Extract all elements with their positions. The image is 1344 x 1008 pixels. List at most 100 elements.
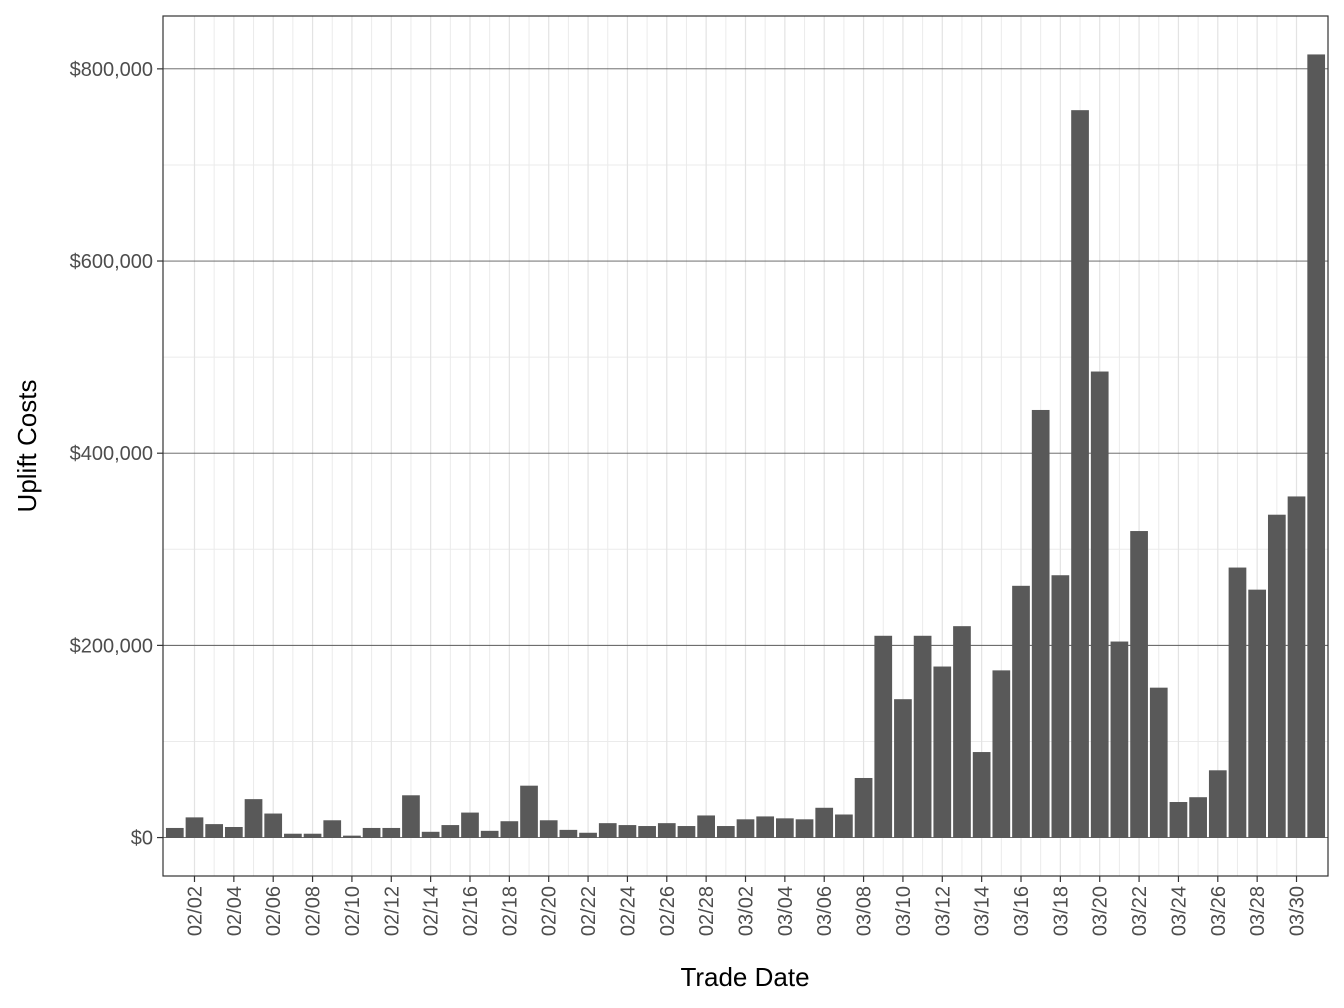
- x-tick-label: 03/22: [1129, 886, 1151, 936]
- x-tick-label: 02/16: [460, 886, 482, 936]
- bar-03-18: [1051, 575, 1070, 838]
- bar-02-15: [441, 825, 460, 838]
- y-tick-label: $400,000: [70, 443, 153, 465]
- bar-03-30: [1287, 496, 1306, 838]
- bar-03-02: [736, 819, 755, 838]
- bar-03-10: [894, 699, 912, 838]
- y-tick-label: $200,000: [70, 635, 153, 657]
- bar-02-27: [677, 826, 696, 838]
- x-tick-label: 03/08: [854, 886, 876, 936]
- x-tick-label: 03/12: [932, 886, 954, 936]
- bar-03-24: [1169, 802, 1188, 838]
- y-axis-title: Uplift Costs: [12, 380, 42, 513]
- bar-03-23: [1149, 687, 1168, 838]
- bar-03-09: [874, 635, 893, 838]
- bar-02-19: [520, 785, 538, 838]
- bar-02-03: [205, 824, 224, 838]
- x-tick-label: 02/10: [342, 886, 364, 936]
- bar-03-04: [776, 818, 794, 838]
- bar-02-05: [244, 799, 263, 838]
- x-tick-label: 02/04: [224, 886, 246, 936]
- x-tick-label: 03/06: [814, 886, 836, 936]
- x-tick-label: 03/30: [1287, 886, 1309, 936]
- bar-02-08: [303, 833, 322, 838]
- x-tick-label: 02/08: [303, 886, 325, 936]
- bar-02-10: [343, 835, 361, 838]
- bar-03-21: [1110, 641, 1129, 838]
- bar-03-19: [1071, 110, 1089, 838]
- bar-02-23: [598, 823, 617, 838]
- x-axis: 02/02 02/04 02/06 02/08 02/10 02/12 02/14 02/16…: [184, 876, 1309, 936]
- bar-02-01: [165, 827, 184, 838]
- bar-02-17: [480, 830, 499, 838]
- x-tick-label: 03/16: [1011, 886, 1033, 936]
- bar-03-03: [756, 816, 775, 838]
- x-tick-label: 02/14: [421, 886, 443, 936]
- bar-02-24: [618, 825, 637, 838]
- bar-03-26: [1208, 770, 1227, 838]
- bar-02-06: [264, 813, 283, 838]
- bar-02-18: [500, 821, 519, 838]
- bar-03-01: [716, 826, 735, 838]
- x-tick-label: 03/04: [775, 886, 797, 936]
- y-tick-label: $0: [131, 828, 153, 850]
- x-tick-label: 02/22: [578, 886, 600, 936]
- x-tick-label: 02/24: [617, 886, 639, 936]
- major-gridlines: [163, 16, 1328, 876]
- bar-03-06: [815, 807, 834, 838]
- bar-02-04: [224, 826, 243, 838]
- x-tick-label: 02/18: [499, 886, 521, 936]
- bar-02-02: [185, 817, 204, 838]
- bar-02-12: [382, 827, 401, 838]
- bar-03-08: [854, 777, 873, 838]
- x-tick-label: 03/10: [893, 886, 915, 936]
- bar-03-05: [795, 819, 814, 838]
- bar-02-21: [559, 829, 578, 838]
- bar-03-31: [1307, 54, 1326, 838]
- x-tick-label: 02/02: [184, 886, 206, 936]
- bar-03-12: [933, 666, 952, 838]
- bar-02-20: [539, 820, 558, 838]
- x-tick-label: 03/28: [1247, 886, 1269, 936]
- bar-02-26: [657, 823, 676, 838]
- bar-03-11: [913, 635, 932, 838]
- bar-03-17: [1031, 409, 1050, 838]
- x-tick-label: 02/26: [657, 886, 679, 936]
- x-tick-label: 03/24: [1168, 886, 1190, 936]
- x-axis-title: Trade Date: [680, 962, 809, 992]
- y-tick-label: $600,000: [70, 251, 153, 273]
- x-tick-label: 02/06: [263, 886, 285, 936]
- bar-02-09: [323, 820, 342, 838]
- x-tick-label: 03/18: [1050, 886, 1072, 936]
- bars: [165, 54, 1326, 838]
- bar-02-07: [284, 833, 302, 838]
- bar-02-14: [421, 831, 440, 838]
- bar-03-13: [953, 626, 971, 838]
- x-tick-label: 03/14: [972, 886, 994, 936]
- x-tick-label: 03/20: [1090, 886, 1112, 936]
- bar-02-25: [638, 826, 656, 838]
- bar-03-29: [1267, 514, 1286, 838]
- bar-03-28: [1248, 589, 1267, 838]
- bar-03-16: [1012, 585, 1030, 838]
- y-tick-label: $800,000: [70, 59, 153, 81]
- bar-03-22: [1130, 531, 1148, 838]
- bar-02-11: [362, 827, 381, 838]
- bar-03-27: [1228, 567, 1247, 838]
- x-tick-label: 02/28: [696, 886, 718, 936]
- bar-02-16: [461, 812, 479, 838]
- bar-03-25: [1189, 797, 1207, 838]
- bar-03-20: [1090, 371, 1109, 838]
- x-tick-label: 02/12: [381, 886, 403, 936]
- bar-03-15: [992, 670, 1011, 838]
- x-tick-label: 03/02: [736, 886, 758, 936]
- bar-03-07: [835, 814, 853, 838]
- bar-02-28: [697, 815, 715, 838]
- y-axis: $0 $200,000 $400,000 $600,000 $800,000: [70, 59, 163, 850]
- x-tick-label: 02/20: [539, 886, 561, 936]
- bar-02-22: [579, 832, 597, 838]
- bar-02-13: [402, 795, 420, 838]
- x-tick-label: 03/26: [1208, 886, 1230, 936]
- bar-03-14: [972, 752, 991, 838]
